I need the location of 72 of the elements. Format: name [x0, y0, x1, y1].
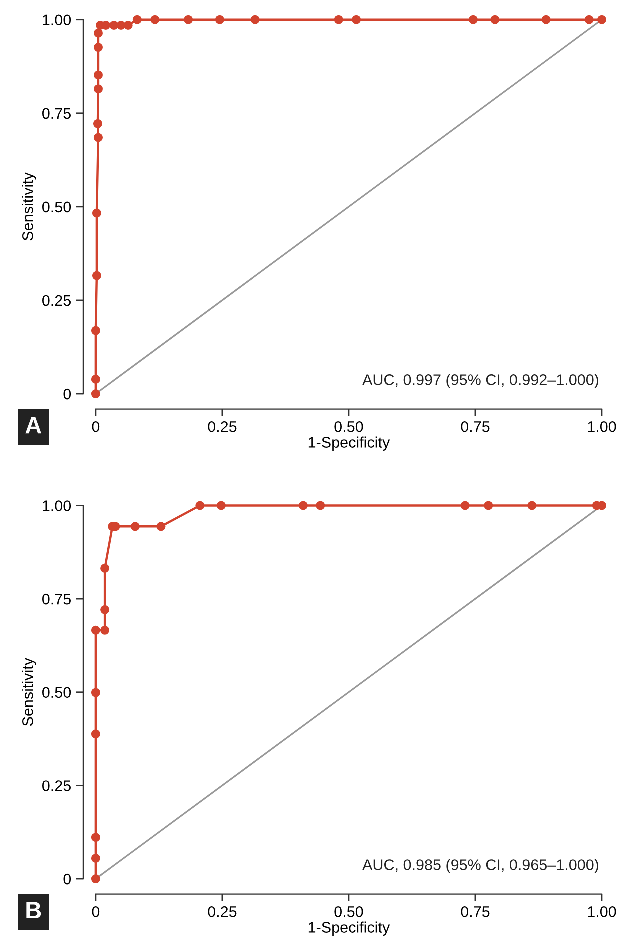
- point: [460, 501, 470, 510]
- x-tick-label: 0.50: [334, 906, 364, 918]
- y-tick-label: 0.75: [42, 108, 71, 120]
- y-tick-label: 1.00: [43, 14, 72, 26]
- point: [216, 501, 226, 510]
- point: [116, 20, 126, 30]
- point: [584, 15, 594, 24]
- point: [352, 15, 362, 24]
- point: [468, 15, 478, 24]
- x-tick-label: 0: [92, 906, 100, 918]
- y-tick-label: 0.75: [42, 594, 71, 605]
- point: [91, 326, 100, 336]
- point: [91, 688, 100, 698]
- point: [91, 374, 100, 384]
- point: [124, 20, 133, 30]
- y-tick-label: 0.25: [42, 295, 71, 306]
- y-tick-label: 0.50: [42, 687, 72, 698]
- point: [196, 501, 205, 510]
- y-tick-label: 0: [64, 388, 72, 400]
- y-tick-label: 0: [64, 874, 72, 885]
- x-tick-label: 1.00: [588, 421, 616, 432]
- point: [528, 501, 537, 510]
- point: [94, 28, 103, 38]
- point: [92, 208, 102, 218]
- x-tick-label: 0.75: [461, 421, 490, 432]
- point: [215, 15, 224, 24]
- point: [91, 854, 100, 864]
- point: [91, 730, 100, 739]
- point: [184, 15, 194, 24]
- annotation: AUC, 0.985 (95% CI, 0.965–1.000): [362, 859, 599, 874]
- point: [100, 564, 110, 573]
- x-axis-title: 1-Specificity: [308, 436, 390, 451]
- y-axis-title: Sensitivity: [22, 658, 36, 726]
- point: [92, 271, 102, 280]
- point: [100, 605, 110, 614]
- point: [94, 43, 103, 52]
- point: [94, 70, 103, 80]
- y-tick-label: 0.50: [42, 202, 72, 213]
- point: [91, 833, 100, 842]
- point: [93, 119, 102, 128]
- x-axis-title: 1-Specificity: [308, 922, 390, 936]
- point: [100, 626, 110, 635]
- point: [597, 15, 606, 24]
- x-tick-label: 0.25: [208, 906, 237, 918]
- y-tick-label: 1.00: [43, 500, 72, 512]
- x-tick-label: 0.50: [334, 421, 364, 432]
- point: [91, 626, 100, 635]
- text: A: [26, 417, 42, 434]
- x-tick-label: 1.00: [588, 906, 616, 918]
- point: [150, 15, 160, 24]
- point: [94, 84, 103, 94]
- x-tick-label: 0.25: [208, 421, 237, 432]
- point: [298, 501, 308, 510]
- point: [110, 20, 119, 30]
- point: [316, 501, 326, 510]
- x-tick-label: 0.75: [461, 906, 490, 918]
- point: [490, 15, 500, 24]
- point: [94, 133, 103, 142]
- x-tick-label: 0: [92, 421, 100, 432]
- point: [130, 522, 140, 532]
- point: [542, 15, 551, 24]
- point: [156, 522, 166, 532]
- point: [91, 389, 100, 399]
- text: B: [26, 902, 42, 919]
- annotation: AUC, 0.997 (95% CI, 0.992–1.000): [362, 374, 599, 388]
- y-tick-label: 0.25: [42, 780, 71, 792]
- point: [132, 15, 142, 24]
- point: [91, 874, 100, 884]
- point: [334, 15, 344, 24]
- point: [250, 15, 260, 24]
- y-axis-title: Sensitivity: [22, 172, 36, 241]
- point: [484, 501, 494, 510]
